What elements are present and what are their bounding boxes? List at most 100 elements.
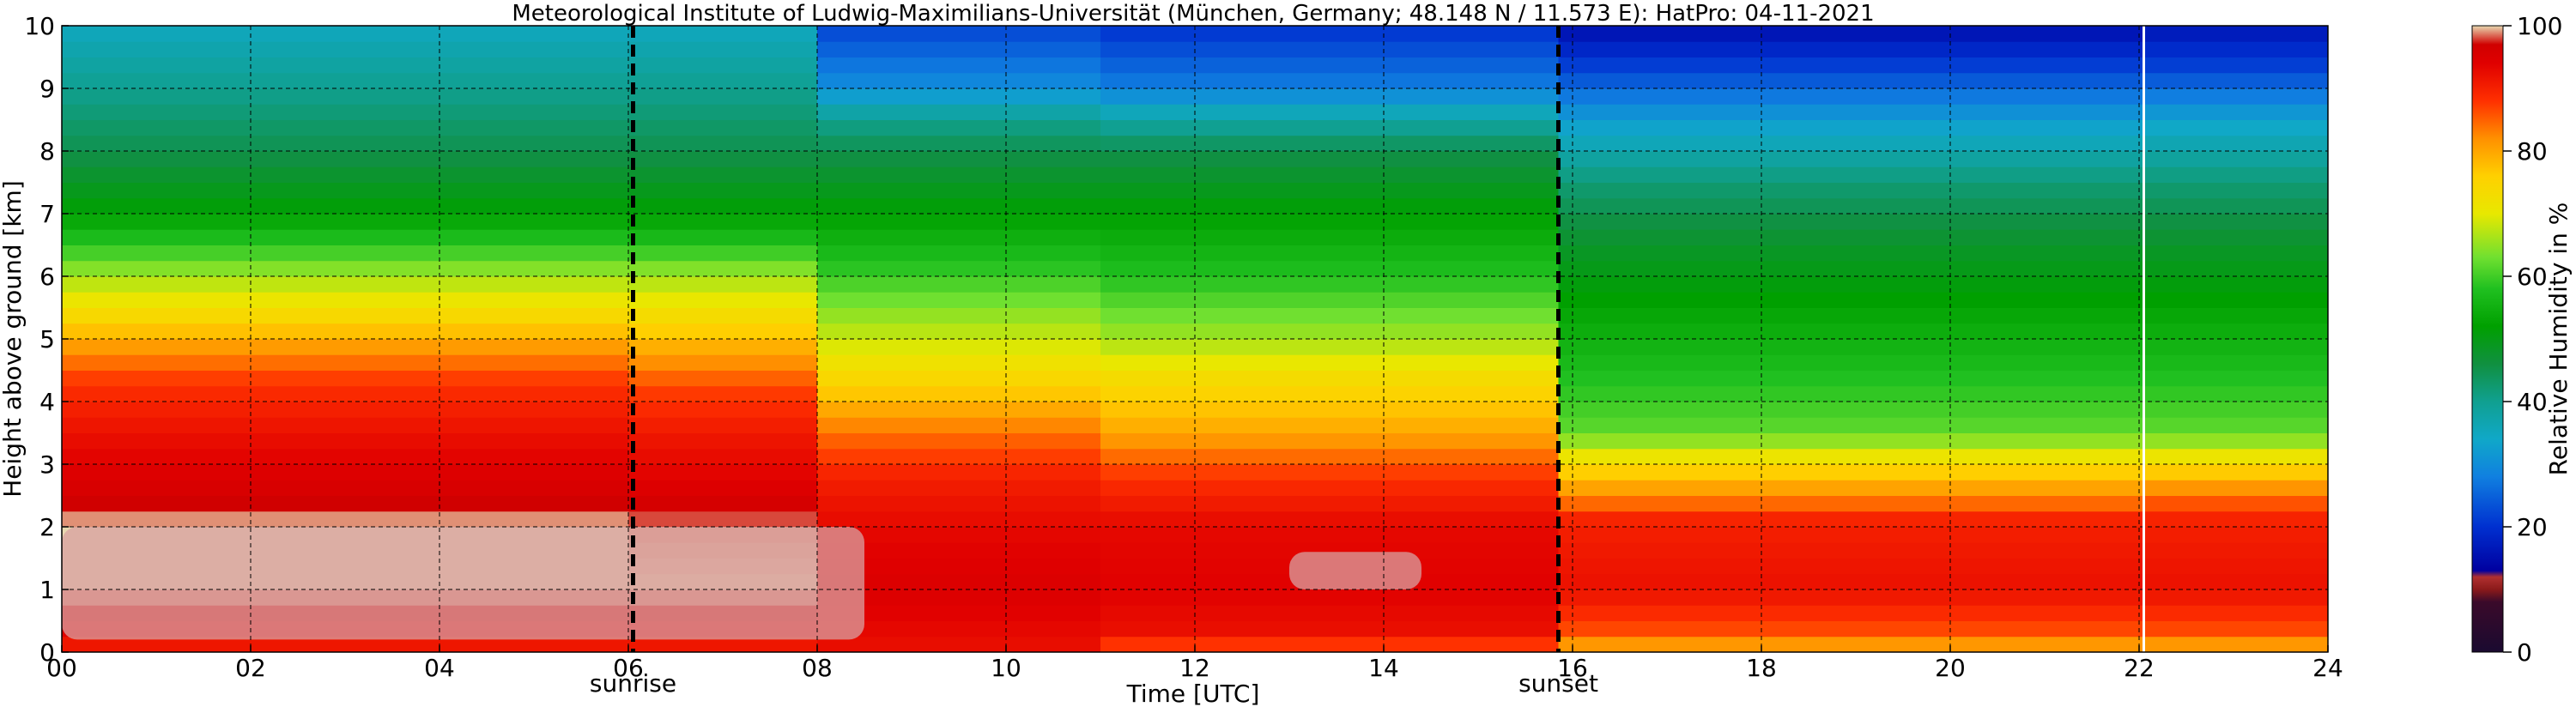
heatmap-cell — [628, 260, 818, 277]
heatmap-cell — [62, 385, 629, 402]
heatmap-cell — [1100, 448, 1559, 465]
heatmap-cell — [62, 197, 629, 215]
x-tick-label: 06 — [613, 654, 644, 682]
heatmap-cell — [1100, 511, 1559, 528]
heatmap-cell — [628, 354, 818, 371]
heatmap-cell — [1100, 26, 1559, 42]
heatmap-cell — [1558, 88, 2144, 105]
y-tick-label: 3 — [39, 450, 55, 479]
heatmap-cell — [1558, 41, 2144, 57]
heatmap-cell — [817, 26, 1101, 42]
x-tick-label: 04 — [424, 654, 455, 682]
heatmap-cell — [2143, 245, 2328, 262]
heatmap-cell — [817, 605, 1101, 621]
heatmap-cell — [2143, 448, 2328, 465]
heatmap-cell — [62, 464, 629, 480]
heatmap-cell — [1558, 323, 2144, 340]
heatmap-cell — [817, 495, 1101, 512]
heatmap-cell — [62, 151, 629, 167]
heatmap-cell — [817, 57, 1101, 74]
heatmap-cell — [2143, 511, 2328, 528]
heatmap-cell — [62, 41, 629, 57]
heatmap-cell — [62, 339, 629, 355]
heatmap-cell — [1558, 605, 2144, 621]
heatmap-cell — [2143, 292, 2328, 308]
heatmap-cell — [817, 245, 1101, 262]
heatmap-cell — [1100, 214, 1559, 230]
heatmap-cell — [817, 417, 1101, 433]
heatmap-cell — [1558, 636, 2144, 652]
x-tick-label: 14 — [1368, 654, 1399, 682]
heatmap-cell — [817, 104, 1101, 120]
marker-label: sunset — [1518, 669, 1598, 698]
heatmap-cell — [1100, 292, 1559, 308]
colorbar-tick-label: 60 — [2517, 263, 2548, 291]
heatmap-cell — [62, 511, 629, 528]
heatmap-cell — [2143, 542, 2328, 559]
heatmap-cell — [817, 636, 1101, 652]
heatmap-cell — [2143, 636, 2328, 652]
heatmap-cell — [1100, 72, 1559, 89]
y-tick-label: 8 — [39, 137, 55, 166]
heatmap-cell — [62, 307, 629, 324]
heatmap-cell — [1100, 260, 1559, 277]
heatmap-cell — [62, 495, 629, 512]
heatmap-cell — [62, 135, 629, 152]
heatmap-cell — [62, 260, 629, 277]
heatmap-cell — [628, 402, 818, 418]
heatmap-cell — [62, 323, 629, 340]
heatmap-cell — [628, 276, 818, 293]
heatmap-cell — [628, 385, 818, 402]
heatmap-cell — [1100, 41, 1559, 57]
heatmap-cell — [62, 229, 629, 245]
x-tick-label: 00 — [46, 654, 77, 682]
x-axis-label: Time [UTC] — [1126, 680, 1260, 707]
heatmap-cell — [2143, 402, 2328, 418]
y-tick-label: 9 — [39, 75, 55, 103]
heatmap-cell — [1100, 307, 1559, 324]
heatmap-cell — [1100, 402, 1559, 418]
heatmap-cell — [817, 229, 1101, 245]
heatmap-cell — [817, 72, 1101, 89]
colorbar-tick-label: 80 — [2517, 137, 2548, 166]
heatmap-cell — [628, 41, 818, 57]
heatmap-cell — [628, 26, 818, 42]
heatmap-cell — [2143, 104, 2328, 120]
marker-layer: sunrise sunset — [590, 26, 2145, 698]
heatmap-cell — [817, 354, 1101, 371]
heatmap-cell — [62, 88, 629, 105]
heatmap-cell — [1558, 292, 2144, 308]
heatmap-cell — [62, 417, 629, 433]
heatmap-cell — [62, 636, 629, 652]
y-axis-label: Height above ground [km] — [0, 180, 27, 498]
heatmap-cell — [1558, 495, 2144, 512]
heatmap-cell — [628, 166, 818, 183]
y-tick-label: 4 — [39, 388, 55, 416]
heatmap-cell — [817, 197, 1101, 215]
heatmap-cell — [817, 182, 1101, 199]
y-tick-labels: 0 1 2 3 4 5 6 7 8 9 10 — [24, 12, 69, 667]
heatmap-cell — [628, 182, 818, 199]
heatmap-cell — [628, 135, 818, 152]
heatmap-cell — [1100, 104, 1559, 120]
heatmap-cell — [2143, 385, 2328, 402]
heatmap-cell — [62, 72, 629, 89]
heatmap-cell — [817, 558, 1101, 575]
heatmap-cell — [2143, 57, 2328, 74]
heatmap-cell — [1558, 402, 2144, 418]
heatmap-cell — [817, 573, 1101, 590]
heatmap-cell — [1100, 57, 1559, 74]
heatmap-cell — [817, 448, 1101, 465]
heatmap-cell — [62, 57, 629, 74]
heatmap-cell — [1100, 495, 1559, 512]
heatmap-cell — [62, 402, 629, 418]
x-tick-labels: 00 02 04 06 08 10 12 14 16 18 20 22 24 — [46, 645, 2343, 682]
heatmap-cell — [1558, 26, 2144, 42]
x-tick-label: 12 — [1179, 654, 1210, 682]
colorbar-tick-label: 100 — [2517, 12, 2562, 40]
heatmap-cell — [62, 245, 629, 262]
heatmap-cell — [2143, 323, 2328, 340]
heatmap-cell — [2143, 370, 2328, 387]
heatmap-cell — [1558, 104, 2144, 120]
heatmap-cell — [1100, 542, 1559, 559]
